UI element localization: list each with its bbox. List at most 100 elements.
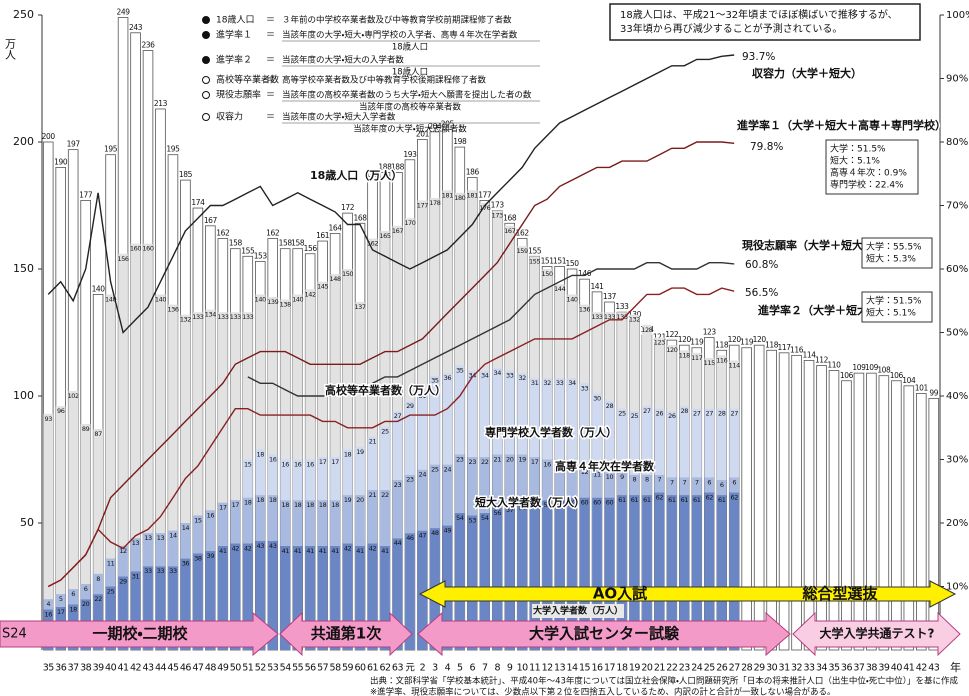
x-tick-label: 2 [420,663,426,674]
x-tick-label: 12 [542,663,554,674]
breakdown-text: 高専４年次：0.9% [830,167,907,179]
legend-marker [202,113,210,121]
breakdown-text: 短大：5.1% [830,155,880,167]
legend-marker [202,91,210,99]
bar [267,540,278,650]
definition-eq: ＝ [266,56,275,66]
value-label: 61 [668,496,676,504]
x-tick-label: 40 [105,663,117,674]
definition-text: 当該年度の高校卒業者数のうち大学・短大へ願書を提出した者の数 [282,90,532,101]
bar [617,472,627,496]
x-tick-label: 56 [305,663,317,674]
value-label: 136 [167,306,178,314]
value-label: 151 [541,256,555,265]
bar [392,538,403,650]
value-label: 162 [266,229,280,238]
y2-tick-label: 50% [946,328,968,339]
value-label: 17 [331,458,339,466]
bar [691,495,702,650]
definition-denominator: 当該年度の高校等卒業者数 [359,102,462,113]
value-label: 19 [356,448,364,456]
value-label: 16 [207,511,215,519]
value-label: 140 [92,284,106,293]
value-label: 26 [668,412,676,420]
series-label: 短大入学者数（万人） [474,495,585,509]
value-label: 198 [453,137,467,146]
y-tick-label: 200 [13,135,34,148]
bar [330,545,340,650]
value-label: 6 [720,481,724,489]
value-label: 36 [182,560,190,568]
value-label: 158 [291,239,305,248]
value-label: 158 [279,239,293,248]
bar [729,492,740,650]
x-tick-label: 25 [704,663,716,674]
series-label: 高専４年次在学者数 [555,459,655,473]
value-label: 18 [344,450,352,458]
y-tick-label: 100 [13,389,34,402]
bar [604,497,615,650]
value-label: 87 [94,430,102,438]
bar [43,413,54,650]
bar [342,543,353,650]
bar [592,393,602,470]
value-label: 44 [394,539,402,547]
value-label: 140 [292,295,303,303]
value-label: 159 [517,247,528,255]
value-label: 33 [144,567,152,575]
x-tick-label: 10 [517,663,529,674]
value-label: 14 [169,532,177,540]
bar [155,533,166,567]
bar [417,390,428,470]
x-tick-label: 20 [641,663,653,674]
value-label: 108 [877,366,891,375]
value-label: 29 [406,402,414,410]
x-tick-label: 36 [55,663,67,674]
value-label: 25 [107,588,115,596]
value-label: 41 [356,547,364,555]
value-label: 19 [344,496,352,504]
bar [405,474,415,534]
value-label: 89 [82,425,90,433]
series-label: 進学率１（大学＋短大＋高専＋専門学校） [737,118,946,132]
value-label: 134 [205,311,216,319]
value-label: 112 [815,356,829,365]
value-label: 59 [531,501,539,509]
value-label: 34 [568,379,576,387]
x-tick-label: 47 [192,663,204,674]
bar [430,464,440,529]
value-label: 102 [68,392,79,400]
value-label: 60 [556,499,564,507]
value-label: 7 [695,478,699,486]
y-tick-label: 50 [20,516,34,529]
x-tick-label: 35 [43,663,55,674]
bar [255,495,266,541]
value-label: 170 [404,219,415,227]
value-label: 17 [531,458,539,466]
value-label: 47 [419,532,427,540]
value-label: 28 [681,407,689,415]
value-label: 6 [707,478,711,486]
x-tick-label: 37 [853,663,865,674]
x-tick-label: 5 [457,663,463,674]
value-label: 36 [444,374,452,382]
value-label: 34 [469,372,477,380]
value-label: 17 [57,608,65,616]
value-label: 11 [593,471,601,479]
bar [342,449,353,496]
value-label: 185 [179,170,193,179]
bar [517,502,528,650]
bar [841,380,852,651]
value-label: 117 [691,354,702,362]
x-tick-label: 21 [654,663,666,674]
value-label: 21 [369,438,377,446]
x-tick-label: 46 [180,663,192,674]
bar [853,372,865,651]
value-label: 54 [456,514,464,522]
value-label: 61 [693,496,701,504]
value-label: 41 [281,547,289,555]
y2-tick-label: 20% [946,518,968,529]
definition-text: 当該年度の大学・短大・専門学校の入学者、高専４年次在学者数 [282,30,518,41]
bar [105,558,116,587]
bar [217,312,228,650]
